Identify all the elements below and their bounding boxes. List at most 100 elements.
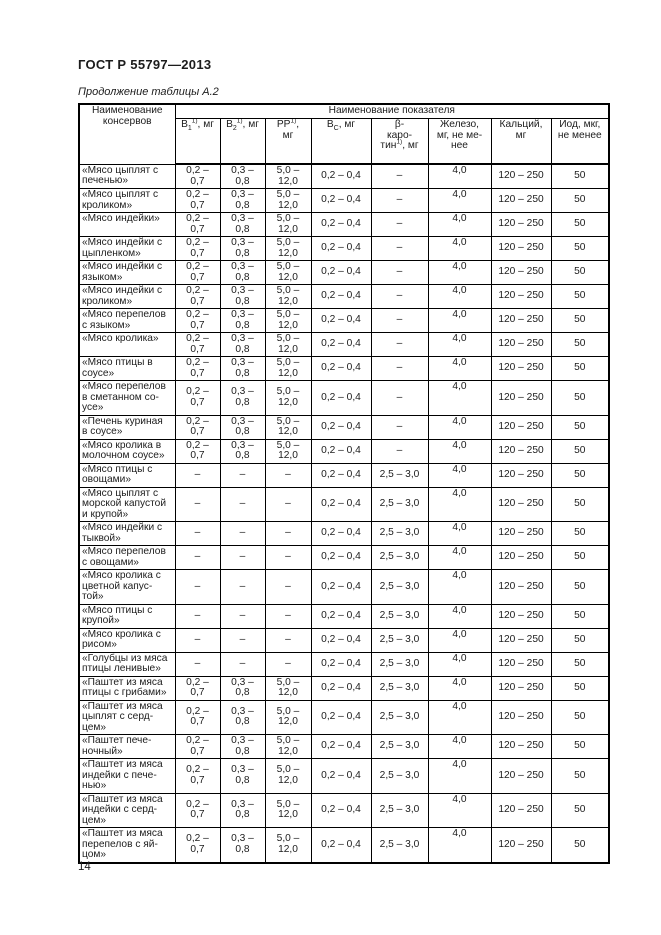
b1-value-cell: 0,2 – 0,7 [174, 308, 221, 333]
bc-value-cell: 0,2 – 0,4 [310, 308, 372, 333]
carotene-value-cell: – [370, 163, 429, 189]
pp-value-cell: – [264, 545, 312, 570]
pp-value-cell: 5,0 – 12,0 [264, 188, 312, 213]
product-name-cell: «Печень куриная в соусе» [78, 414, 176, 440]
table-row: «Мясо индейки» 0,2 – 0,7 0,3 – 0,8 5,0 –… [78, 212, 610, 237]
calcium-value-cell: 120 – 250 [490, 284, 552, 309]
calcium-value-cell: 120 – 250 [490, 212, 552, 237]
carotene-value-cell: – [370, 356, 429, 381]
pp-value-cell: – [264, 486, 312, 522]
col-header-product-name: Наименование консервов [78, 103, 176, 165]
product-name-cell: «Мясо перепелов с языком» [78, 308, 176, 333]
table-row: «Мясо перепелов в сметанном со- усе» 0,2… [78, 380, 610, 416]
calcium-value-cell: 120 – 250 [490, 792, 552, 828]
pp-value-cell: 5,0 – 12,0 [264, 236, 312, 261]
pp-unit: , мг [282, 119, 300, 141]
iodine-value-cell: 50 [550, 734, 610, 759]
iron-value-cell: 4,0 [427, 308, 492, 333]
table-caption: Продолжение таблицы А.2 [78, 86, 219, 98]
bc-value-cell: 0,2 – 0,4 [310, 260, 372, 285]
iron-value-cell: 4,0 [427, 675, 492, 701]
product-name-cell: «Паштет из мяса индейки с серд- цем» [78, 792, 176, 828]
carotene-value-cell: – [370, 188, 429, 213]
carotene-value-cell: 2,5 – 3,0 [370, 699, 429, 735]
b1-value-cell: – [174, 521, 221, 546]
bc-value-cell: 0,2 – 0,4 [310, 627, 372, 653]
pp-value-cell: 5,0 – 12,0 [264, 699, 312, 735]
calcium-value-cell: 120 – 250 [490, 603, 552, 629]
table-row: «Мясо цыплят с морской капустой и крупой… [78, 486, 610, 522]
product-name-cell: «Мясо индейки с кроликом» [78, 284, 176, 309]
bc-value-cell: 0,2 – 0,4 [310, 462, 372, 488]
iodine-value-cell: 50 [550, 212, 610, 237]
b2-value-cell: 0,3 – 0,8 [219, 308, 266, 333]
carotene-value-cell: – [370, 438, 429, 464]
iron-value-cell: 4,0 [427, 792, 492, 828]
iodine-value-cell: 50 [550, 188, 610, 213]
calcium-value-cell: 120 – 250 [490, 545, 552, 570]
b1-subscript: 1 [187, 125, 192, 133]
carotene-value-cell: 2,5 – 3,0 [370, 486, 429, 522]
bc-value-cell: 0,2 – 0,4 [310, 163, 372, 189]
carotene-value-cell: – [370, 332, 429, 357]
carotene-footnote-mark: 1) [396, 138, 403, 146]
product-name-cell: «Мясо птицы в соусе» [78, 356, 176, 381]
b2-unit: , мг [242, 119, 259, 130]
carotene-value-cell: 2,5 – 3,0 [370, 827, 429, 863]
bc-value-cell: 0,2 – 0,4 [310, 651, 372, 677]
bc-value-cell: 0,2 – 0,4 [310, 569, 372, 605]
b2-value-cell: 0,3 – 0,8 [219, 675, 266, 701]
b2-value-cell: 0,3 – 0,8 [219, 827, 266, 863]
table-row: «Паштет из мяса индейки с пече- нью» 0,2… [78, 758, 610, 794]
carotene-value-cell: 2,5 – 3,0 [370, 627, 429, 653]
carotene-value-cell: 2,5 – 3,0 [370, 569, 429, 605]
b2-value-cell: – [219, 651, 266, 677]
pp-value-cell: – [264, 603, 312, 629]
carotene-value-cell: 2,5 – 3,0 [370, 734, 429, 759]
iron-value-cell: 4,0 [427, 545, 492, 570]
iron-value-cell: 4,0 [427, 627, 492, 653]
b1-value-cell: 0,2 – 0,7 [174, 438, 221, 464]
calcium-value-cell: 120 – 250 [490, 486, 552, 522]
b2-value-cell: 0,3 – 0,8 [219, 260, 266, 285]
pp-value-cell: 5,0 – 12,0 [264, 758, 312, 794]
b2-value-cell: – [219, 545, 266, 570]
product-name-cell: «Мясо индейки с цыпленком» [78, 236, 176, 261]
pp-value-cell: 5,0 – 12,0 [264, 212, 312, 237]
product-name-cell: «Мясо кролика с цветной капус- той» [78, 569, 176, 605]
iodine-value-cell: 50 [550, 651, 610, 677]
iron-value-cell: 4,0 [427, 438, 492, 464]
table-row: «Мясо цыплят с кроликом» 0,2 – 0,7 0,3 –… [78, 188, 610, 213]
iodine-value-cell: 50 [550, 163, 610, 189]
iron-label: Железо, мг, не ме- нее [436, 119, 483, 151]
bc-value-cell: 0,2 – 0,4 [310, 545, 372, 570]
carotene-value-cell: 2,5 – 3,0 [370, 651, 429, 677]
product-name-cell: «Мясо цыплят с кроликом» [78, 188, 176, 213]
table-row: «Мясо кролика с рисом» – – – 0,2 – 0,4 2… [78, 627, 610, 653]
carotene-value-cell: – [370, 260, 429, 285]
product-name-cell: «Мясо перепелов с овощами» [78, 545, 176, 570]
b2-subscript: 2 [232, 125, 237, 133]
bc-symbol: В [326, 119, 334, 130]
bc-value-cell: 0,2 – 0,4 [310, 792, 372, 828]
nutrition-indicators-table: Наименование консервов Наименование пока… [78, 103, 611, 864]
calcium-value-cell: 120 – 250 [490, 188, 552, 213]
b2-value-cell: 0,3 – 0,8 [219, 699, 266, 735]
col-header-b2: В21), мг [219, 118, 266, 165]
table-row: «Мясо перепелов с овощами» – – – 0,2 – 0… [78, 545, 610, 570]
pp-value-cell: 5,0 – 12,0 [264, 260, 312, 285]
table-row: «Паштет пече- ночный» 0,2 – 0,7 0,3 – 0,… [78, 734, 610, 759]
pp-value-cell: 5,0 – 12,0 [264, 734, 312, 759]
table-row: «Голубцы из мяса птицы ленивые» – – – 0,… [78, 651, 610, 677]
carotene-symbol: β- каро- тин [380, 119, 413, 151]
calcium-value-cell: 120 – 250 [490, 356, 552, 381]
carotene-value-cell: – [370, 212, 429, 237]
table-row: «Мясо индейки с языком» 0,2 – 0,7 0,3 – … [78, 260, 610, 285]
iron-value-cell: 4,0 [427, 284, 492, 309]
table-row: «Мясо перепелов с языком» 0,2 – 0,7 0,3 … [78, 308, 610, 333]
col-header-iron: Железо, мг, не ме- нее [427, 118, 492, 165]
iron-value-cell: 4,0 [427, 356, 492, 381]
iodine-value-cell: 50 [550, 569, 610, 605]
pp-value-cell: 5,0 – 12,0 [264, 356, 312, 381]
iodine-value-cell: 50 [550, 792, 610, 828]
